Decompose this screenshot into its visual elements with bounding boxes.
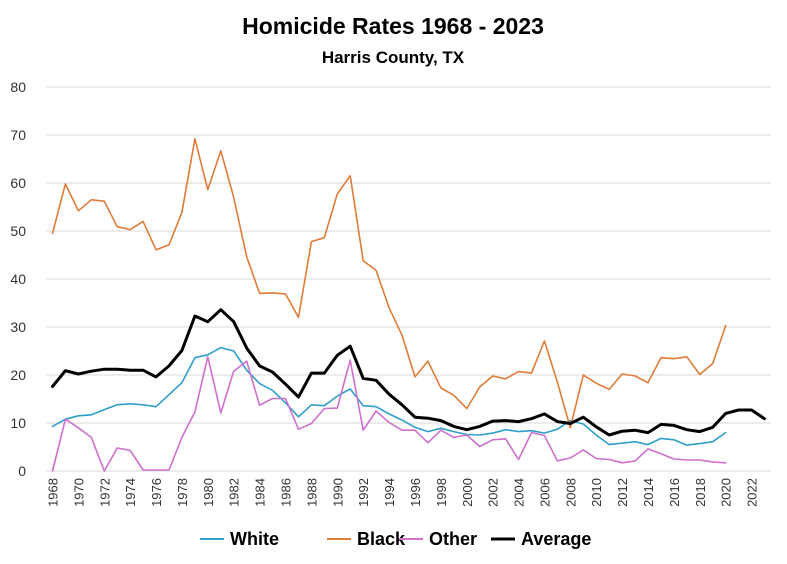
chart-subtitle: Harris County, TX (322, 48, 465, 67)
x-tick-label: 1980 (201, 478, 216, 507)
x-tick-label: 2004 (512, 478, 527, 507)
x-tick-label: 2018 (693, 478, 708, 507)
x-tick-label: 1998 (434, 478, 449, 507)
x-tick-label: 1992 (356, 478, 371, 507)
legend-label-average: Average (521, 529, 591, 549)
series-line-black (51, 138, 727, 429)
x-tick-label: 2012 (615, 478, 630, 507)
x-tick-label: 1982 (227, 478, 242, 507)
series-line-other (51, 355, 727, 472)
x-tick-label: 2022 (745, 478, 760, 507)
y-tick-label: 50 (10, 223, 26, 239)
y-tick-label: 60 (10, 175, 26, 191)
x-tick-label: 2000 (460, 478, 475, 507)
x-tick-label: 1988 (304, 478, 319, 507)
legend-label-black: Black (357, 529, 406, 549)
y-tick-label: 20 (10, 367, 26, 383)
y-tick-label: 70 (10, 127, 26, 143)
x-tick-label: 1972 (97, 478, 112, 507)
x-tick-label: 1970 (71, 478, 86, 507)
x-tick-label: 1986 (279, 478, 294, 507)
x-tick-label: 1968 (45, 478, 60, 507)
x-tick-label: 1984 (253, 478, 268, 507)
legend-label-white: White (230, 529, 279, 549)
x-tick-label: 2016 (667, 478, 682, 507)
y-axis-ticks: 0 10 20 30 40 50 60 70 80 (10, 79, 26, 479)
x-tick-label: 1978 (175, 478, 190, 507)
x-tick-label: 2002 (486, 478, 501, 507)
y-tick-label: 30 (10, 319, 26, 335)
x-tick-label: 2008 (563, 478, 578, 507)
y-tick-label: 40 (10, 271, 26, 287)
x-tick-label: 2014 (641, 478, 656, 507)
series-line-white (51, 346, 727, 446)
legend-label-other: Other (429, 529, 477, 549)
x-tick-label: 2020 (719, 478, 734, 507)
x-tick-label: 2010 (589, 478, 604, 507)
series-lines (51, 138, 766, 472)
x-tick-label: 1996 (408, 478, 423, 507)
x-tick-label: 1990 (330, 478, 345, 507)
x-tick-label: 1976 (149, 478, 164, 507)
legend: White Black Other Average (200, 529, 591, 549)
y-tick-label: 10 (10, 415, 26, 431)
y-tick-label: 0 (18, 463, 26, 479)
x-tick-label: 1994 (382, 478, 397, 507)
series-line-average (51, 308, 766, 437)
chart-title: Homicide Rates 1968 - 2023 (242, 13, 544, 39)
x-tick-label: 1974 (123, 478, 138, 507)
y-tick-label: 80 (10, 79, 26, 95)
x-tick-label: 2006 (537, 478, 552, 507)
x-axis-ticks: 1968 1970 1972 1974 1976 1978 1980 1982 1984 1986… (45, 478, 759, 507)
